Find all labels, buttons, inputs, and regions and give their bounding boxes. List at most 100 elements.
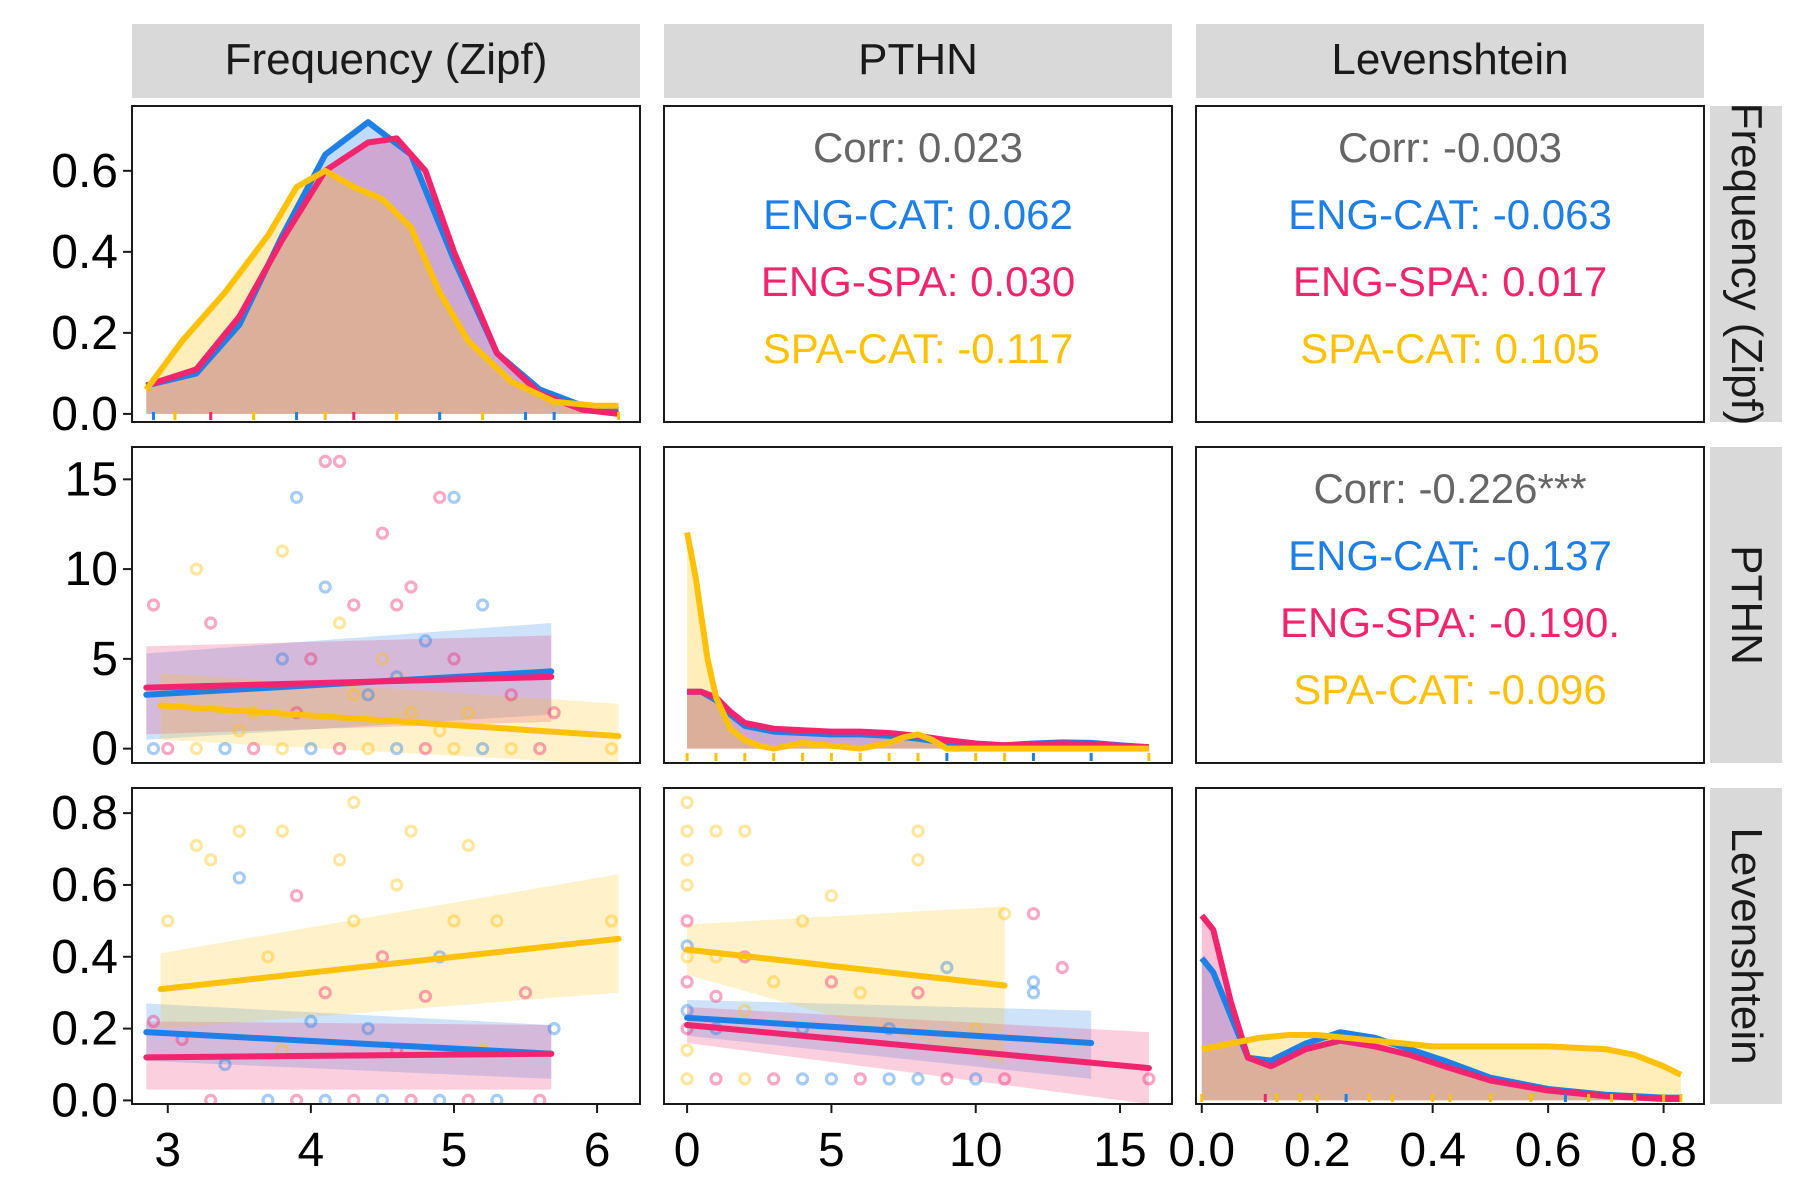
y-tick-label: 5 — [91, 633, 118, 686]
density-curve-spa-cat — [1201, 1032, 1683, 1078]
data-point — [275, 652, 289, 666]
data-point — [232, 871, 246, 885]
data-point — [318, 986, 332, 1000]
regression-line-eng-cat — [143, 1029, 555, 1057]
data-point — [767, 1072, 781, 1086]
y-tick-label: 0.0 — [51, 1074, 118, 1127]
data-point — [275, 544, 289, 558]
data-point — [547, 1021, 561, 1036]
data-point — [461, 1093, 475, 1104]
density-area-eng-cat — [146, 122, 619, 414]
data-point — [375, 1093, 389, 1104]
data-point — [304, 1014, 318, 1029]
x-tick-label: 3 — [154, 1124, 181, 1177]
density-area-eng-cat — [1201, 958, 1681, 1101]
data-point — [680, 1072, 694, 1086]
data-point — [404, 706, 418, 720]
data-point — [146, 598, 161, 612]
data-point — [853, 986, 867, 1000]
y-tick-label: 0.6 — [51, 859, 118, 912]
data-point — [189, 741, 203, 756]
data-point — [490, 1093, 504, 1104]
data-point — [882, 1072, 896, 1086]
column-strip-levenshtein — [1196, 24, 1704, 98]
data-point — [997, 1072, 1012, 1086]
confidence-band-spa-cat — [687, 906, 1005, 1065]
data-point — [390, 741, 404, 756]
data-point — [533, 741, 547, 756]
data-point — [767, 975, 781, 989]
data-point — [461, 706, 475, 720]
data-point — [318, 580, 332, 594]
data-point — [332, 454, 347, 468]
y-tick-label: 0.2 — [51, 1003, 118, 1056]
correlation-label-overall: Corr: -0.226*** — [1313, 465, 1586, 512]
data-point — [997, 907, 1012, 921]
data-point — [1026, 975, 1041, 989]
x-tick-label: 0.2 — [1284, 1124, 1351, 1177]
data-point — [738, 1003, 752, 1018]
y-tick-label: 15 — [65, 453, 118, 506]
column-strip-label-frequency-zipf: Frequency (Zipf) — [225, 35, 548, 84]
data-point — [709, 1072, 723, 1086]
data-point — [361, 1021, 375, 1036]
y-tick-label: 0.4 — [51, 226, 118, 279]
panel-border — [663, 105, 1173, 423]
density-panel-levenshtein — [1199, 913, 1683, 1102]
density-curve-eng-spa — [687, 688, 1150, 751]
data-point — [232, 824, 246, 838]
data-point — [361, 741, 375, 756]
y-tick-label: 10 — [65, 543, 118, 596]
scatter-panel-pthn-vs-levenshtein — [680, 795, 1156, 1104]
correlation-label-spa-cat: SPA-CAT: -0.096 — [1293, 666, 1607, 713]
panel-border — [131, 787, 641, 1105]
data-point — [490, 914, 504, 928]
data-point — [518, 986, 533, 1000]
row-strip-levenshtein — [1710, 788, 1782, 1104]
data-point — [332, 741, 347, 756]
y-tick-label: 0 — [91, 723, 118, 776]
correlation-label-overall: Corr: -0.003 — [1338, 124, 1562, 171]
data-point — [204, 616, 218, 630]
data-point — [476, 598, 490, 612]
data-point — [218, 741, 232, 756]
correlation-label-eng-spa: ENG-SPA: 0.030 — [761, 258, 1075, 305]
data-point — [680, 975, 694, 989]
data-point — [738, 824, 752, 838]
data-point — [853, 1072, 867, 1086]
data-point — [1026, 907, 1041, 921]
row-strip-pthn — [1710, 447, 1782, 763]
x-tick-label: 5 — [818, 1124, 845, 1177]
column-strip-label-levenshtein: Levenshtein — [1331, 35, 1568, 84]
data-point — [969, 1072, 983, 1086]
data-point — [940, 1072, 954, 1086]
data-point — [146, 741, 161, 756]
panel-border — [663, 446, 1173, 764]
data-point — [476, 741, 490, 756]
correlation-label-eng-spa: ENG-SPA: 0.017 — [1293, 258, 1607, 305]
x-tick-label: 6 — [584, 1124, 611, 1177]
row-strip-label-pthn: PTHN — [1722, 545, 1771, 665]
data-point — [275, 824, 289, 838]
data-point — [347, 914, 361, 928]
data-point — [604, 741, 619, 756]
data-point — [332, 853, 347, 867]
data-point — [504, 741, 518, 756]
x-tick-label: 0.4 — [1399, 1124, 1466, 1177]
data-point — [404, 580, 418, 594]
data-point — [347, 1093, 361, 1104]
correlation-label-spa-cat: SPA-CAT: -0.117 — [763, 325, 1073, 372]
data-point — [318, 1093, 332, 1104]
data-point — [390, 598, 404, 612]
data-point — [824, 1072, 839, 1086]
data-point — [347, 688, 361, 702]
x-tick-label: 0.8 — [1630, 1124, 1697, 1177]
data-point — [1055, 960, 1069, 975]
data-point — [680, 853, 694, 867]
confidence-band-eng-spa — [687, 1007, 1149, 1104]
x-tick-label: 0.6 — [1515, 1124, 1582, 1177]
confidence-band-spa-cat — [160, 874, 619, 1029]
data-point — [404, 824, 418, 838]
data-point — [680, 878, 694, 892]
